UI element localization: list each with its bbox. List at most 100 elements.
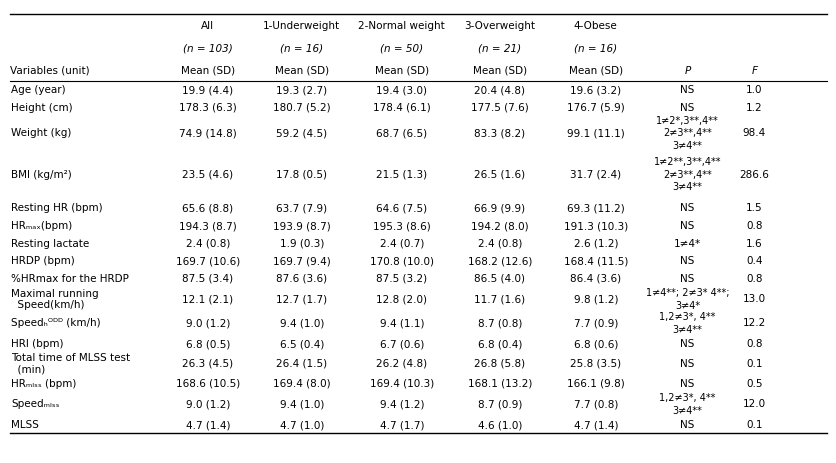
Text: 0.4: 0.4 [745,256,762,265]
Text: HRI (bpm): HRI (bpm) [12,338,64,348]
Text: 7.7 (0.9): 7.7 (0.9) [573,318,617,328]
Text: 26.3 (4.5): 26.3 (4.5) [182,358,233,368]
Text: 1.6: 1.6 [745,238,762,248]
Text: 191.3 (10.3): 191.3 (10.3) [563,220,627,231]
Text: NS: NS [680,378,694,388]
Text: 6.5 (0.4): 6.5 (0.4) [279,338,324,348]
Text: 169.4 (8.0): 169.4 (8.0) [273,378,330,388]
Text: 2-Normal weight: 2-Normal weight [358,21,445,31]
Text: 11.7 (1.6): 11.7 (1.6) [474,294,525,304]
Text: HRₘₗₛₛ (bpm): HRₘₗₛₛ (bpm) [12,378,77,388]
Text: NS: NS [680,338,694,348]
Text: 177.5 (7.6): 177.5 (7.6) [471,103,528,113]
Text: 68.7 (6.5): 68.7 (6.5) [376,128,427,138]
Text: 74.9 (14.8): 74.9 (14.8) [179,128,237,138]
Text: 169.7 (9.4): 169.7 (9.4) [273,256,330,265]
Text: 4.6 (1.0): 4.6 (1.0) [477,419,522,429]
Text: 4.7 (1.4): 4.7 (1.4) [573,419,617,429]
Text: 87.5 (3.2): 87.5 (3.2) [376,273,427,283]
Text: 286.6: 286.6 [738,169,768,180]
Text: BMI (kg/m²): BMI (kg/m²) [12,169,72,180]
Text: 1,2≠3*, 4**
3≠4**: 1,2≠3*, 4** 3≠4** [659,393,715,415]
Text: (n = 103): (n = 103) [183,44,232,53]
Text: Age (year): Age (year) [12,85,66,95]
Text: 1.5: 1.5 [745,203,762,213]
Text: 87.6 (3.6): 87.6 (3.6) [276,273,327,283]
Text: 168.2 (12.6): 168.2 (12.6) [467,256,532,265]
Text: Total time of MLSS test
  (min): Total time of MLSS test (min) [12,352,130,374]
Text: Maximal running
  Speed(km/h): Maximal running Speed(km/h) [12,288,99,309]
Text: F: F [751,65,757,75]
Text: 83.3 (8.2): 83.3 (8.2) [474,128,525,138]
Text: 0.5: 0.5 [745,378,762,388]
Text: 69.3 (11.2): 69.3 (11.2) [566,203,624,213]
Text: 4.7 (1.0): 4.7 (1.0) [279,419,324,429]
Text: Speedₘₗₛₛ: Speedₘₗₛₛ [12,399,60,409]
Text: 193.9 (8.7): 193.9 (8.7) [273,220,330,231]
Text: Variables (unit): Variables (unit) [10,65,89,75]
Text: 9.8 (1.2): 9.8 (1.2) [573,294,617,304]
Text: 8.7 (0.9): 8.7 (0.9) [477,399,522,409]
Text: 9.4 (1.0): 9.4 (1.0) [279,399,324,409]
Text: 25.8 (3.5): 25.8 (3.5) [569,358,620,368]
Text: 0.8: 0.8 [745,273,762,283]
Text: 176.7 (5.9): 176.7 (5.9) [566,103,624,113]
Text: NS: NS [680,358,694,368]
Text: HRDP (bpm): HRDP (bpm) [12,256,75,265]
Text: 26.5 (1.6): 26.5 (1.6) [474,169,525,180]
Text: HRₘₐₓ(bpm): HRₘₐₓ(bpm) [12,220,73,231]
Text: 2.4 (0.8): 2.4 (0.8) [186,238,230,248]
Text: NS: NS [680,256,694,265]
Text: 194.3 (8.7): 194.3 (8.7) [179,220,237,231]
Text: 66.9 (9.9): 66.9 (9.9) [474,203,525,213]
Text: 86.4 (3.6): 86.4 (3.6) [569,273,620,283]
Text: 19.4 (3.0): 19.4 (3.0) [376,85,427,95]
Text: 12.0: 12.0 [742,399,765,409]
Text: 1,2≠3*, 4**
3≠4**: 1,2≠3*, 4** 3≠4** [659,312,715,334]
Text: 12.1 (2.1): 12.1 (2.1) [182,294,233,304]
Text: 168.4 (11.5): 168.4 (11.5) [563,256,627,265]
Text: 20.4 (4.8): 20.4 (4.8) [474,85,525,95]
Text: 170.8 (10.0): 170.8 (10.0) [370,256,433,265]
Text: 23.5 (4.6): 23.5 (4.6) [182,169,233,180]
Text: 65.6 (8.8): 65.6 (8.8) [182,203,233,213]
Text: 0.1: 0.1 [745,419,762,429]
Text: 21.5 (1.3): 21.5 (1.3) [376,169,427,180]
Text: 0.8: 0.8 [745,338,762,348]
Text: 166.1 (9.8): 166.1 (9.8) [566,378,624,388]
Text: (n = 50): (n = 50) [380,44,423,53]
Text: 178.4 (6.1): 178.4 (6.1) [373,103,431,113]
Text: NS: NS [680,85,694,95]
Text: 9.0 (1.2): 9.0 (1.2) [186,318,230,328]
Text: %HRmax for the HRDP: %HRmax for the HRDP [12,273,129,283]
Text: 4.7 (1.7): 4.7 (1.7) [379,419,424,429]
Text: 63.7 (7.9): 63.7 (7.9) [276,203,327,213]
Text: 6.7 (0.6): 6.7 (0.6) [380,338,424,348]
Text: 59.2 (4.5): 59.2 (4.5) [276,128,327,138]
Text: 12.7 (1.7): 12.7 (1.7) [276,294,327,304]
Text: 1.2: 1.2 [745,103,762,113]
Text: Mean (SD): Mean (SD) [472,65,527,75]
Text: 9.4 (1.1): 9.4 (1.1) [379,318,424,328]
Text: 1≠4*: 1≠4* [673,238,701,248]
Text: MLSS: MLSS [12,419,39,429]
Text: 1.0: 1.0 [745,85,762,95]
Text: Mean (SD): Mean (SD) [375,65,428,75]
Text: 1.9 (0.3): 1.9 (0.3) [279,238,324,248]
Text: 2.4 (0.8): 2.4 (0.8) [477,238,522,248]
Text: 168.1 (13.2): 168.1 (13.2) [467,378,532,388]
Text: Resting lactate: Resting lactate [12,238,89,248]
Text: NS: NS [680,220,694,231]
Text: NS: NS [680,419,694,429]
Text: Height (cm): Height (cm) [12,103,73,113]
Text: 194.2 (8.0): 194.2 (8.0) [471,220,528,231]
Text: 86.5 (4.0): 86.5 (4.0) [474,273,525,283]
Text: 64.6 (7.5): 64.6 (7.5) [376,203,427,213]
Text: 4-Obese: 4-Obese [573,21,617,31]
Text: 26.8 (5.8): 26.8 (5.8) [474,358,525,368]
Text: All: All [201,21,214,31]
Text: Mean (SD): Mean (SD) [274,65,329,75]
Text: 19.9 (4.4): 19.9 (4.4) [182,85,233,95]
Text: NS: NS [680,273,694,283]
Text: 26.2 (4.8): 26.2 (4.8) [376,358,427,368]
